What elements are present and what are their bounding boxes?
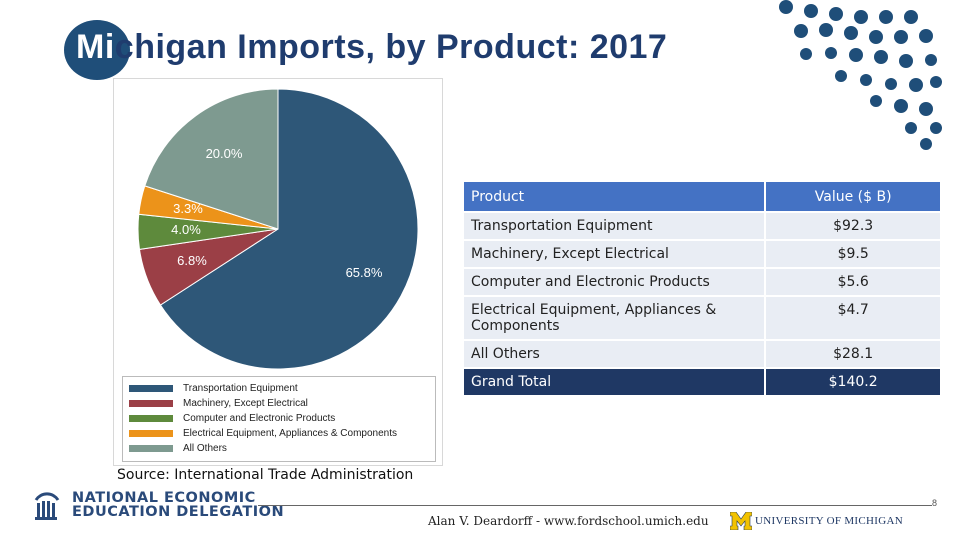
table-row: Electrical Equipment, Appliances & Compo… — [464, 297, 940, 339]
pie-slice — [144, 88, 279, 230]
total-label: Grand Total — [464, 369, 765, 395]
footer-divider — [258, 505, 932, 506]
row-product: Computer and Electronic Products — [464, 269, 765, 295]
title-accent-circle — [64, 20, 130, 80]
nee-logo: NATIONAL ECONOMIC EDUCATION DELEGATION — [30, 488, 284, 522]
legend-item: All Others — [129, 441, 435, 456]
legend-label: Machinery, Except Electrical — [183, 398, 308, 409]
title-rest: chigan Imports, by Product: 2017 — [114, 28, 668, 66]
decorative-dot — [930, 122, 942, 134]
table-row: Computer and Electronic Products $5.6 — [464, 269, 940, 295]
legend-swatch — [129, 445, 173, 452]
row-value: $9.5 — [764, 241, 940, 267]
decorative-dot — [879, 10, 893, 24]
title-highlight: Mi — [76, 28, 115, 66]
decorative-dot — [854, 10, 868, 24]
row-product: All Others — [464, 341, 765, 367]
header-product: Product — [464, 182, 765, 211]
row-value: $92.3 — [764, 213, 940, 239]
table-header-row: Product Value ($ B) — [464, 182, 940, 211]
decorative-dot — [860, 74, 872, 86]
table-row: Machinery, Except Electrical $9.5 — [464, 241, 940, 267]
legend-label: Electrical Equipment, Appliances & Compo… — [183, 428, 398, 439]
decorative-dot — [804, 4, 818, 18]
decorative-dot — [904, 10, 918, 24]
decorative-dot — [779, 0, 793, 14]
decorative-dot — [835, 70, 847, 82]
decorative-dot — [849, 48, 863, 62]
row-value: $4.7 — [764, 297, 940, 339]
pie-slice — [159, 88, 419, 370]
um-text: UNIVERSITY OF MICHIGAN — [755, 515, 903, 527]
page-number: 8 — [932, 498, 938, 508]
legend-item: Electrical Equipment, Appliances & Compo… — [129, 426, 435, 441]
nee-emblem-icon — [34, 492, 60, 520]
author-credit: Alan V. Deardorff - www.fordschool.umich… — [428, 514, 709, 528]
pie-data-label: 3.3% — [173, 201, 203, 216]
decorative-dots — [779, 0, 942, 150]
legend-swatch — [129, 400, 173, 407]
row-product: Transportation Equipment — [464, 213, 765, 239]
nee-line1: NATIONAL ECONOMIC — [72, 490, 256, 506]
legend-label: Transportation Equipment — [183, 383, 298, 394]
decorative-dot — [825, 47, 837, 59]
legend-swatch — [129, 415, 173, 422]
decorative-dot — [894, 30, 908, 44]
source-note: Source: International Trade Administrati… — [117, 467, 414, 483]
legend-swatch — [129, 430, 173, 437]
legend-item: Machinery, Except Electrical — [129, 396, 435, 411]
header-value: Value ($ B) — [764, 182, 940, 211]
table-row: All Others $28.1 — [464, 341, 940, 367]
decorative-dot — [870, 95, 882, 107]
decorative-dot — [874, 50, 888, 64]
legend-item: Transportation Equipment — [129, 381, 435, 396]
legend-item: Computer and Electronic Products — [129, 411, 435, 426]
decorative-dot — [919, 29, 933, 43]
decorative-dot — [819, 23, 833, 37]
total-value: $140.2 — [764, 369, 940, 395]
legend-label: Computer and Electronic Products — [183, 413, 336, 424]
decorative-dot — [919, 102, 933, 116]
pie-chart: 65.8% 6.8% 4.0% 3.3% 20.0% — [137, 88, 419, 370]
legend-swatch — [129, 385, 173, 392]
pie-data-label: 65.8% — [346, 265, 383, 280]
table-row: Transportation Equipment $92.3 — [464, 213, 940, 239]
row-value: $28.1 — [764, 341, 940, 367]
decorative-dot — [905, 122, 917, 134]
pie-data-label: 6.8% — [177, 253, 207, 268]
decorative-dot — [920, 138, 932, 150]
decorative-dot — [829, 7, 843, 21]
decorative-dot — [899, 54, 913, 68]
table-total-row: Grand Total $140.2 — [464, 369, 940, 395]
slide-title: Michigan Imports, by Product: 2017 — [76, 28, 667, 67]
row-product: Electrical Equipment, Appliances & Compo… — [464, 297, 765, 339]
decorative-dot — [909, 78, 923, 92]
block-m-icon — [730, 512, 752, 530]
imports-table: Product Value ($ B) Transportation Equip… — [464, 180, 940, 397]
row-value: $5.6 — [764, 269, 940, 295]
legend-label: All Others — [183, 443, 227, 454]
decorative-dot — [930, 76, 942, 88]
pie-data-label: 4.0% — [171, 222, 201, 237]
decorative-dot — [869, 30, 883, 44]
um-logo: UNIVERSITY OF MICHIGAN — [730, 512, 903, 530]
decorative-dot — [800, 48, 812, 60]
decorative-dot — [885, 78, 897, 90]
decorative-dot — [894, 99, 908, 113]
decorative-dot — [794, 24, 808, 38]
chart-legend: Transportation Equipment Machinery, Excep… — [122, 376, 436, 462]
row-product: Machinery, Except Electrical — [464, 241, 765, 267]
decorative-dot — [844, 26, 858, 40]
decorative-dot — [925, 54, 937, 66]
pie-chart-panel: 65.8% 6.8% 4.0% 3.3% 20.0% Transportation Eq… — [113, 78, 443, 466]
nee-line2: EDUCATION DELEGATION — [72, 504, 285, 520]
pie-data-label: 20.0% — [206, 146, 243, 161]
